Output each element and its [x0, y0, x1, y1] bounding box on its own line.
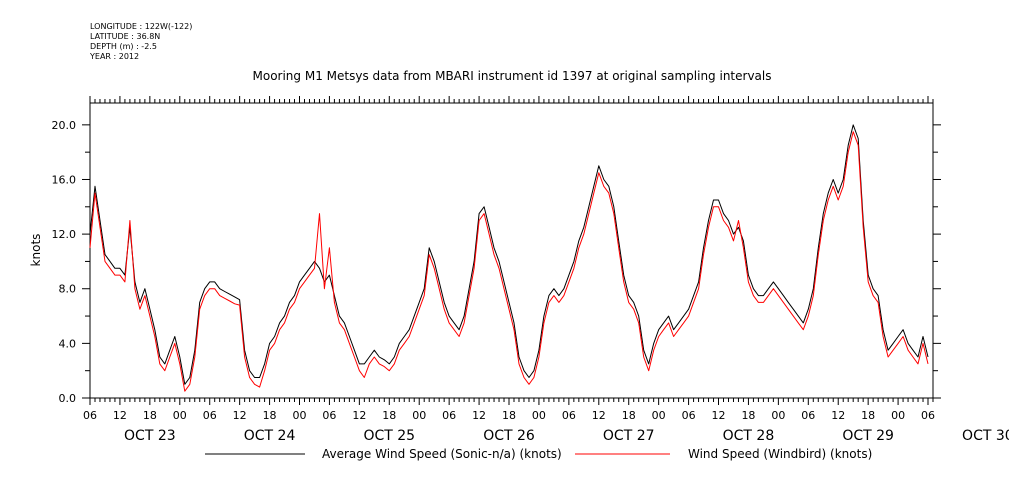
x-tick-label: 18 — [263, 409, 277, 422]
x-tick-label: 12 — [233, 409, 247, 422]
day-label: OCT 27 — [603, 428, 655, 444]
longitude-label: LONGITUDE : 122W(-122) — [90, 22, 193, 31]
x-tick-label: 12 — [712, 409, 726, 422]
day-label: OCT 23 — [124, 428, 176, 444]
series-line-average-wind — [89, 124, 929, 385]
x-tick-label: 18 — [861, 409, 875, 422]
day-labels: OCT 23 OCT 24 OCT 25 OCT 26 OCT 27 OCT 28 OCT … — [124, 428, 1009, 444]
x-tick-label: 06 — [801, 409, 815, 422]
x-tick-label: 00 — [412, 409, 426, 422]
x-tick-label: 18 — [382, 409, 396, 422]
legend: Average Wind Speed (Sonic-n/a) (knots) W… — [205, 447, 872, 461]
y-tick-label: 4.0 — [59, 337, 77, 350]
y-tick-label: 20.0 — [52, 119, 77, 132]
depth-label: DEPTH (m) : -2.5 — [90, 42, 157, 51]
x-tick-label: 06 — [322, 409, 336, 422]
day-label: OCT 25 — [363, 428, 415, 444]
day-label: OCT 28 — [723, 428, 775, 444]
y-tick-labels: 0.0 4.0 8.0 12.0 16.0 20.0 — [52, 119, 77, 405]
x-tick-label: 18 — [741, 409, 755, 422]
x-tick-label: 00 — [771, 409, 785, 422]
x-tick-label: 18 — [502, 409, 516, 422]
x-tick-label: 06 — [562, 409, 576, 422]
y-tick-label: 16.0 — [52, 173, 77, 186]
metadata-block: LONGITUDE : 122W(-122) LATITUDE : 36.8N … — [90, 22, 192, 62]
x-tick-label: 06 — [203, 409, 217, 422]
y-tick-label: 8.0 — [59, 283, 77, 296]
latitude-label: LATITUDE : 36.8N — [90, 32, 161, 41]
day-label: OCT 26 — [483, 428, 535, 444]
y-tick-label: 0.0 — [59, 392, 77, 405]
x-tick-label: 12 — [472, 409, 486, 422]
day-label: OCT 29 — [842, 428, 894, 444]
x-tick-label: 06 — [921, 409, 935, 422]
x-tick-label: 00 — [173, 409, 187, 422]
legend-label-average: Average Wind Speed (Sonic-n/a) (knots) — [322, 447, 562, 461]
x-tick-labels: 06 12 18 00 06 12 18 00 06 12 18 00 06 12 18 00 06 12 18 00… — [83, 409, 935, 422]
x-tick-label: 06 — [442, 409, 456, 422]
tick-marks — [82, 96, 941, 405]
x-tick-label: 00 — [532, 409, 546, 422]
legend-label-windbird: Wind Speed (Windbird) (knots) — [688, 447, 872, 461]
year-label: YEAR : 2012 — [90, 52, 140, 61]
y-axis-label: knots — [29, 234, 43, 267]
x-tick-label: 06 — [682, 409, 696, 422]
x-tick-label: 06 — [83, 409, 97, 422]
x-tick-label: 18 — [622, 409, 636, 422]
x-tick-label: 12 — [113, 409, 127, 422]
plot-frame — [89, 102, 934, 399]
x-tick-label: 18 — [143, 409, 157, 422]
data-series — [89, 124, 929, 392]
x-tick-label: 00 — [652, 409, 666, 422]
x-tick-label: 12 — [592, 409, 606, 422]
chart-title: Mooring M1 Metsys data from MBARI instru… — [253, 69, 772, 83]
y-tick-label: 12.0 — [52, 228, 77, 241]
x-tick-label: 12 — [352, 409, 366, 422]
day-label: OCT 24 — [244, 428, 296, 444]
x-tick-label: 12 — [831, 409, 845, 422]
x-tick-label: 00 — [891, 409, 905, 422]
series-line-windbird — [89, 131, 929, 392]
x-tick-label: 00 — [293, 409, 307, 422]
day-label: OCT 30 — [962, 428, 1009, 444]
